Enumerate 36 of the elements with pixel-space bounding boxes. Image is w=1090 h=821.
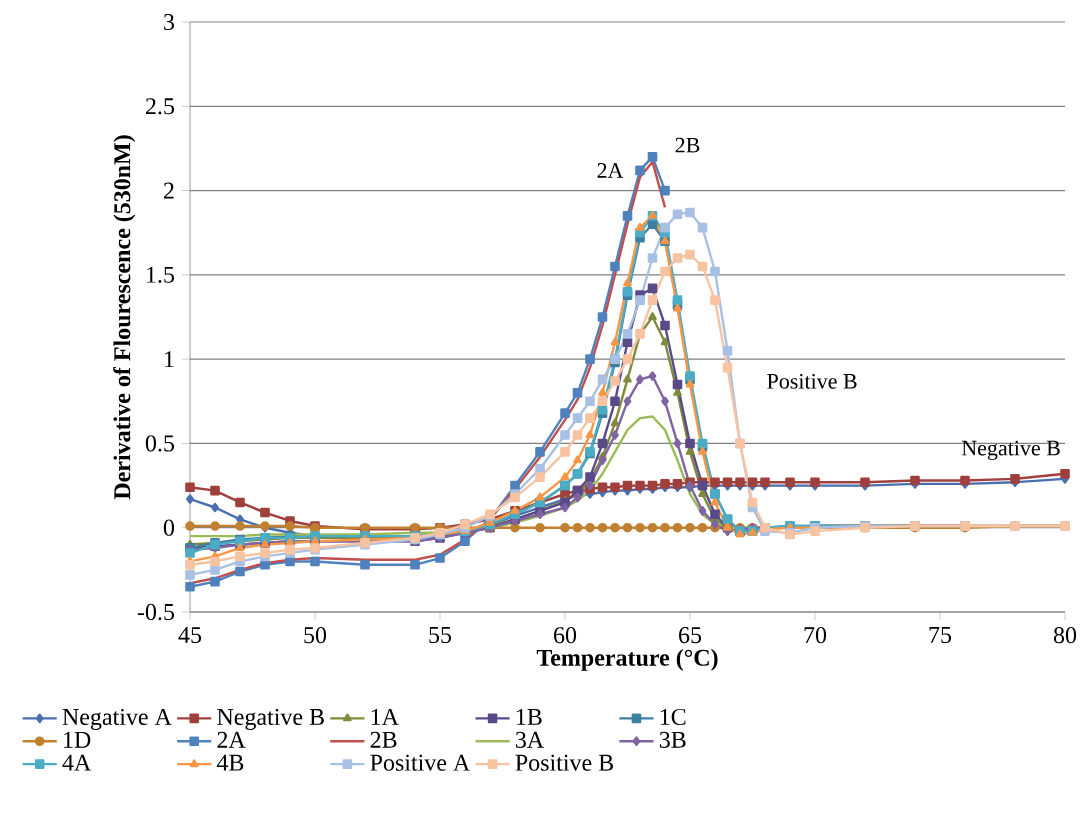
y-tick-label: 3 xyxy=(164,13,175,31)
x-tick-label: 75 xyxy=(929,627,952,644)
y-tick-label: 2 xyxy=(164,182,174,199)
legend-label: 4A xyxy=(62,754,92,771)
x-axis-title: Temperature (°C) xyxy=(536,649,718,671)
x-tick-label: 45 xyxy=(178,627,202,644)
y-tick-label: -0.5 xyxy=(137,603,175,621)
legend-label: Negative B xyxy=(217,708,324,730)
legend-label: 3A xyxy=(516,731,544,748)
legend-label: 1B xyxy=(516,708,542,725)
legend-label: 4B xyxy=(216,754,244,771)
x-tick-label: 60 xyxy=(554,627,577,644)
annotation: 2B xyxy=(675,137,700,153)
annotation: Positive B xyxy=(767,373,857,389)
legend-label: Positive B xyxy=(515,754,614,771)
x-tick-label: 80 xyxy=(1053,627,1077,644)
legend-label: 1C xyxy=(660,708,686,726)
y-tick-label: 1.5 xyxy=(147,266,175,283)
legend-label: Negative A xyxy=(62,708,172,730)
x-tick-label: 70 xyxy=(804,627,827,644)
annotation: Negative B xyxy=(961,440,1060,460)
y-tick-label: 0.5 xyxy=(145,435,175,452)
x-tick-label: 55 xyxy=(429,627,452,644)
annotation: 2A xyxy=(597,163,624,178)
legend-label: 3B xyxy=(659,731,686,748)
y-axis-title: Derivative of Flourescence (530nM) xyxy=(113,135,136,500)
y-tick-label: 2.5 xyxy=(146,98,175,115)
x-tick-label: 50 xyxy=(304,627,327,644)
x-tick-label: 65 xyxy=(679,627,702,644)
legend-label: 1D xyxy=(64,731,91,748)
legend-label: Positive A xyxy=(370,754,471,771)
y-tick-label: 1 xyxy=(165,351,174,368)
y-tick-label: 0 xyxy=(163,519,175,536)
legend-label: 1A xyxy=(371,708,399,725)
legend-label: 2A xyxy=(217,731,246,748)
legend-label: 2B xyxy=(370,731,397,748)
